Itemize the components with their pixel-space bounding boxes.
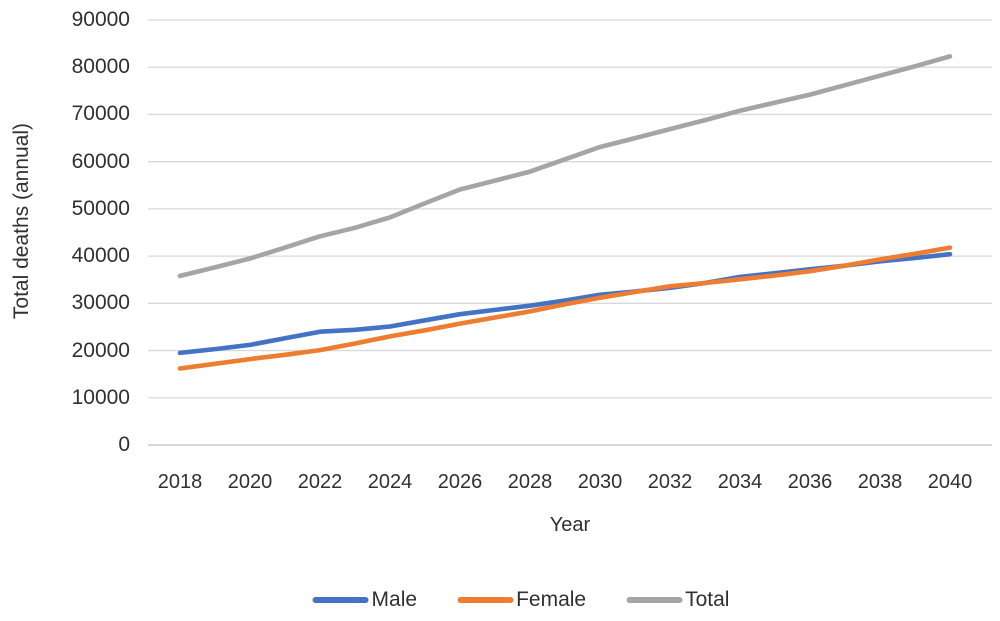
legend: Male Female Total [312, 588, 729, 612]
x-tick-label: 2036 [787, 471, 833, 493]
y-tick-label: 70000 [71, 102, 130, 126]
legend-item-total: Total [626, 588, 729, 612]
x-tick-label: 2032 [647, 471, 693, 493]
legend-line-swatch [626, 597, 683, 603]
x-tick-label: 2026 [437, 471, 483, 493]
y-tick-label: 10000 [71, 385, 130, 409]
y-axis-title: Total deaths (annual) [10, 122, 33, 320]
y-tick-label: 0 [118, 433, 130, 456]
x-axis-title: Year [549, 514, 591, 536]
y-tick-label: 40000 [71, 244, 130, 268]
x-tick-label: 2030 [577, 471, 623, 493]
x-tick-label: 2028 [507, 471, 553, 493]
x-tick-label: 2038 [857, 471, 903, 493]
series-line-total [177, 54, 953, 279]
x-tick-label: 2034 [717, 471, 763, 493]
y-tick-label: 50000 [71, 196, 130, 220]
legend-item-female: Female [457, 588, 586, 612]
y-tick-label: 30000 [71, 291, 130, 315]
legend-label: Total [685, 588, 730, 611]
y-tick-label: 20000 [71, 338, 130, 362]
legend-label: Male [371, 588, 418, 611]
y-tick-label: 80000 [71, 55, 130, 79]
series-line-female [177, 245, 953, 371]
legend-item-male: Male [312, 588, 418, 612]
y-tick-label: 60000 [71, 149, 130, 173]
x-tick-label: 2020 [227, 471, 273, 493]
legend-line-swatch [457, 597, 514, 603]
x-tick-label: 2022 [297, 471, 343, 493]
x-tick-label: 2024 [367, 471, 413, 493]
y-tick-label: 90000 [71, 8, 130, 31]
x-tick-label: 2018 [157, 471, 203, 493]
legend-line-swatch [312, 597, 369, 603]
x-tick-label: 2040 [927, 471, 973, 493]
legend-label: Female [516, 588, 587, 611]
